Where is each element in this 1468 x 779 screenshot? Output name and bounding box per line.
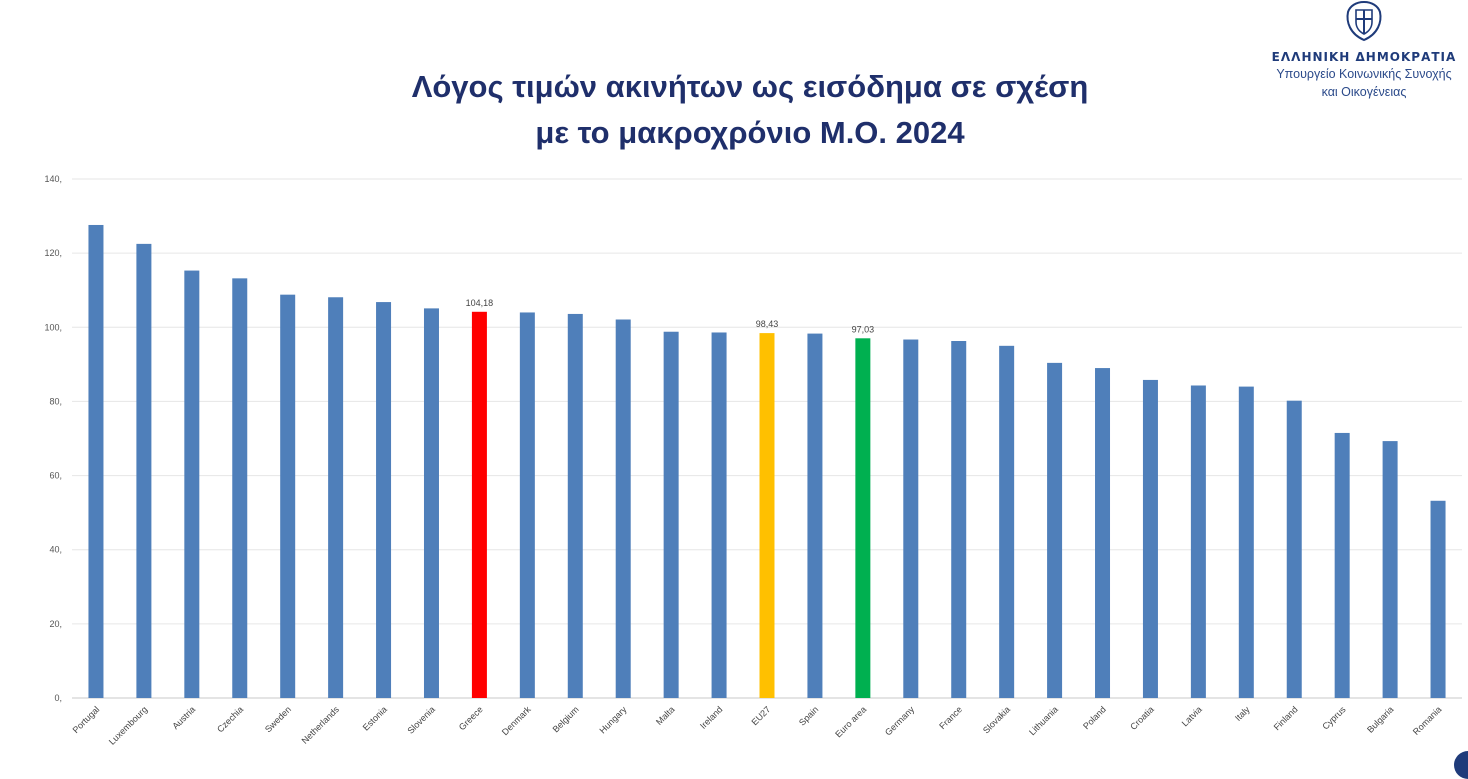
bar [1238, 386, 1254, 698]
x-tick-label: Belgium [551, 704, 581, 734]
bar [999, 345, 1015, 698]
x-tick-label: Croatia [1128, 704, 1156, 732]
data-label: 104,18 [466, 298, 494, 308]
y-tick-label: 120, [44, 248, 62, 258]
bar [1047, 362, 1063, 698]
bar [903, 339, 919, 698]
bar [759, 333, 775, 698]
x-tick-label: Latvia [1180, 704, 1204, 728]
bar [519, 312, 535, 698]
x-tick-label: Luxembourg [107, 704, 149, 746]
y-tick-label: 100, [44, 322, 62, 332]
greek-coat-of-arms-icon [1346, 0, 1382, 42]
x-tick-label: Czechia [215, 704, 245, 734]
bar [855, 338, 871, 698]
x-tick-label: Spain [797, 704, 820, 727]
x-tick-label: Lithuania [1027, 704, 1060, 737]
bar [1190, 385, 1206, 698]
x-tick-label: Bulgaria [1365, 704, 1395, 734]
y-tick-label: 60, [49, 471, 62, 481]
bar [184, 270, 200, 698]
bar [1382, 441, 1398, 698]
x-tick-label: Poland [1081, 704, 1108, 731]
x-tick-label: Germany [883, 704, 917, 738]
x-tick-label: Sweden [263, 704, 293, 734]
bar [567, 313, 583, 698]
bar [1142, 379, 1158, 698]
bar [615, 319, 631, 698]
bar [376, 302, 392, 698]
data-label: 98,43 [756, 319, 779, 329]
x-tick-label: Euro area [833, 704, 868, 739]
chart-title: Λόγος τιμών ακινήτων ως εισόδημα σε σχέσ… [300, 64, 1200, 156]
x-tick-label: Austria [170, 704, 197, 731]
bar [1095, 368, 1111, 698]
org-subtitle-2: και Οικογένειας [1321, 85, 1407, 99]
bar [280, 294, 296, 698]
x-tick-label: Estonia [361, 704, 389, 732]
x-tick-label: Greece [457, 704, 485, 732]
x-tick-label: Italy [1233, 704, 1252, 723]
org-name: ΕΛΛΗΝΙΚΗ ΔΗΜΟΚΡΑΤΙΑ [1271, 50, 1457, 64]
x-tick-label: Ireland [698, 704, 725, 731]
x-tick-label: Denmark [500, 704, 533, 737]
chart-title-line-2: με το μακροχρόνιο Μ.Ο. 2024 [535, 115, 965, 150]
y-tick-label: 40, [49, 545, 62, 555]
chart-title-line-1: Λόγος τιμών ακινήτων ως εισόδημα σε σχέσ… [411, 69, 1089, 104]
y-tick-label: 80, [49, 396, 62, 406]
bar [232, 278, 248, 698]
x-tick-label: Netherlands [300, 704, 342, 746]
x-tick-label: Romania [1411, 704, 1444, 737]
y-tick-label: 0, [54, 693, 62, 703]
x-tick-label: Slovenia [405, 704, 436, 735]
bar [1430, 500, 1446, 698]
bar [1334, 432, 1350, 698]
x-tick-label: Slovakia [981, 704, 1012, 735]
x-tick-label: Portugal [71, 704, 102, 735]
ministry-logo: ΕΛΛΗΝΙΚΗ ΔΗΜΟΚΡΑΤΙΑ Υπουργείο Κοινωνικής… [1264, 0, 1464, 100]
x-tick-label: Cyprus [1320, 704, 1348, 732]
bar [951, 341, 967, 698]
y-tick-label: 20, [49, 619, 62, 629]
bar [663, 331, 679, 698]
x-tick-label: Hungary [597, 704, 628, 735]
x-tick-label: EU27 [749, 704, 772, 727]
bar [807, 333, 823, 698]
bar [328, 297, 344, 698]
x-tick-label: Finland [1272, 704, 1300, 732]
y-tick-label: 140, [44, 174, 62, 184]
x-tick-label: France [937, 704, 964, 731]
bar [136, 243, 152, 698]
data-label: 97,03 [852, 324, 875, 334]
bar [711, 332, 727, 698]
org-subtitle-1: Υπουργείο Κοινωνικής Συνοχής [1276, 67, 1452, 81]
x-tick-label: Malta [654, 704, 677, 727]
bar [471, 311, 487, 698]
bar [423, 308, 439, 698]
bar [88, 224, 104, 698]
bar [1286, 400, 1302, 698]
